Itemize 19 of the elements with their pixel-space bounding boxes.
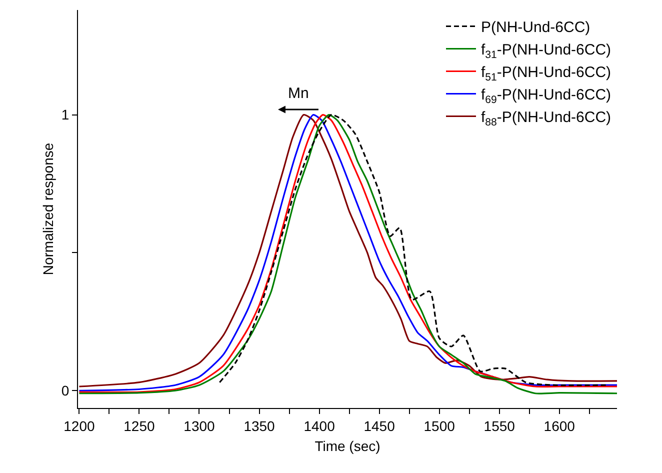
x-tick-label: 1550 bbox=[484, 418, 516, 434]
x-tick-label: 1300 bbox=[184, 418, 216, 434]
legend-label: f$_{31}$-P(NH-Und-6CC) bbox=[481, 42, 612, 61]
legend-label: f$_{69}$-P(NH-Und-6CC) bbox=[481, 86, 612, 106]
x-tick-label: 1350 bbox=[244, 418, 276, 434]
x-tick-label: 1600 bbox=[544, 418, 576, 434]
x-axis-title: Time (sec) bbox=[314, 438, 380, 454]
x-tick-label: 1500 bbox=[424, 418, 456, 434]
x-tick-label: 1400 bbox=[304, 418, 336, 434]
y-tick-label: 0 bbox=[61, 382, 70, 399]
legend-label: f$_{88}$-P(NH-Und-6CC) bbox=[481, 109, 612, 128]
legend-label: P(NH-Und-6CC) bbox=[481, 19, 590, 36]
legend-label: f$_{51}$-P(NH-Und-6CC) bbox=[481, 64, 612, 84]
x-tick-label: 1250 bbox=[124, 418, 155, 434]
x-tick-label: 1450 bbox=[364, 418, 396, 434]
annotation: Mn bbox=[288, 85, 309, 102]
x-tick-label: 1200 bbox=[64, 418, 95, 434]
y-axis-title: Normalized response bbox=[40, 142, 56, 276]
y-tick-label: 1 bbox=[61, 106, 70, 123]
